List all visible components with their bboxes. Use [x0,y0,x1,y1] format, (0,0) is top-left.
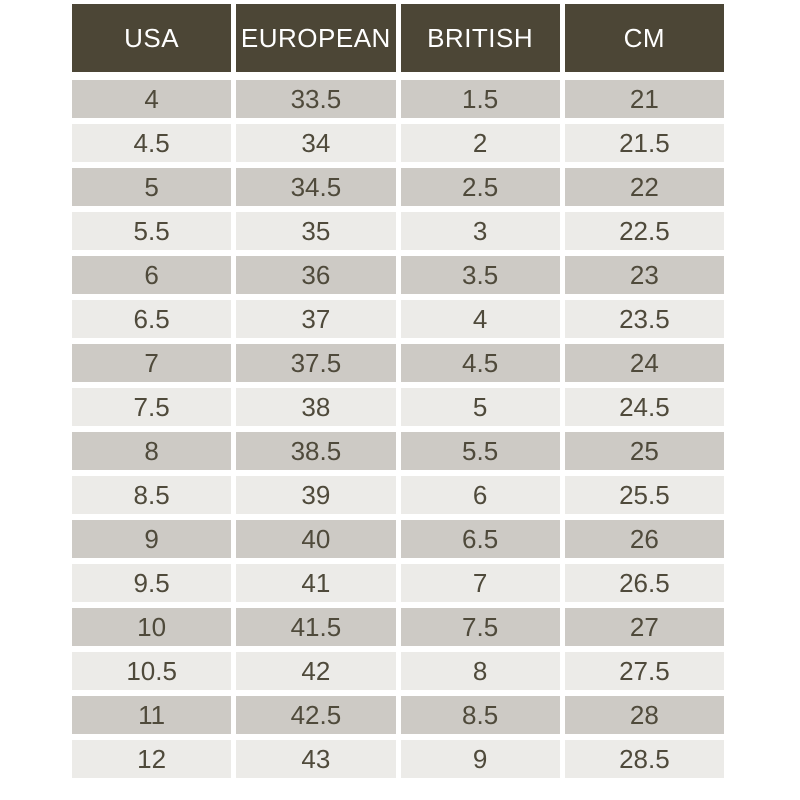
cell-european: 42 [236,652,396,690]
cell-usa: 8.5 [72,476,232,514]
cell-british: 5.5 [400,432,560,470]
column-header-usa: USA [72,4,232,72]
cell-european: 38.5 [236,432,396,470]
cell-usa: 8 [72,432,232,470]
table-header: USA EUROPEAN BRITISH CM [72,4,724,72]
cell-cm: 24 [564,344,724,382]
cell-usa: 5.5 [72,212,232,250]
cell-usa: 7 [72,344,232,382]
column-header-european: EUROPEAN [236,4,396,72]
cell-european: 35 [236,212,396,250]
cell-european: 37.5 [236,344,396,382]
cell-cm: 24.5 [564,388,724,426]
cell-cm: 23.5 [564,300,724,338]
table-body: 4 33.5 1.5 21 4.5 34 2 21.5 5 34.5 2.5 22 5.5 35 3 22.5… [72,80,724,778]
cell-european: 43 [236,740,396,778]
cell-british: 2 [400,124,560,162]
column-header-british: BRITISH [400,4,560,72]
cell-british: 9 [400,740,560,778]
cell-cm: 28 [564,696,724,734]
cell-british: 8.5 [400,696,560,734]
cell-european: 39 [236,476,396,514]
cell-british: 4.5 [400,344,560,382]
cell-british: 8 [400,652,560,690]
cell-british: 5 [400,388,560,426]
cell-cm: 23 [564,256,724,294]
cell-british: 7 [400,564,560,602]
cell-british: 1.5 [400,80,560,118]
cell-cm: 28.5 [564,740,724,778]
cell-usa: 5 [72,168,232,206]
cell-european: 37 [236,300,396,338]
cell-usa: 10 [72,608,232,646]
cell-european: 34.5 [236,168,396,206]
cell-european: 40 [236,520,396,558]
cell-usa: 7.5 [72,388,232,426]
size-conversion-table: USA EUROPEAN BRITISH CM 4 33.5 1.5 21 4.5 34 2 21.… [72,4,724,778]
cell-cm: 26 [564,520,724,558]
cell-european: 42.5 [236,696,396,734]
cell-usa: 4 [72,80,232,118]
cell-british: 6 [400,476,560,514]
cell-european: 33.5 [236,80,396,118]
cell-european: 38 [236,388,396,426]
cell-cm: 25.5 [564,476,724,514]
cell-european: 41.5 [236,608,396,646]
cell-cm: 25 [564,432,724,470]
cell-european: 36 [236,256,396,294]
cell-usa: 11 [72,696,232,734]
cell-british: 3 [400,212,560,250]
cell-cm: 22.5 [564,212,724,250]
cell-british: 7.5 [400,608,560,646]
cell-cm: 27 [564,608,724,646]
cell-usa: 9 [72,520,232,558]
cell-usa: 4.5 [72,124,232,162]
cell-usa: 6.5 [72,300,232,338]
cell-british: 6.5 [400,520,560,558]
cell-cm: 27.5 [564,652,724,690]
cell-european: 41 [236,564,396,602]
cell-british: 2.5 [400,168,560,206]
cell-cm: 22 [564,168,724,206]
cell-usa: 6 [72,256,232,294]
cell-usa: 9.5 [72,564,232,602]
cell-british: 4 [400,300,560,338]
cell-british: 3.5 [400,256,560,294]
cell-european: 34 [236,124,396,162]
cell-cm: 26.5 [564,564,724,602]
cell-usa: 12 [72,740,232,778]
cell-usa: 10.5 [72,652,232,690]
column-header-cm: CM [564,4,724,72]
cell-cm: 21 [564,80,724,118]
cell-cm: 21.5 [564,124,724,162]
